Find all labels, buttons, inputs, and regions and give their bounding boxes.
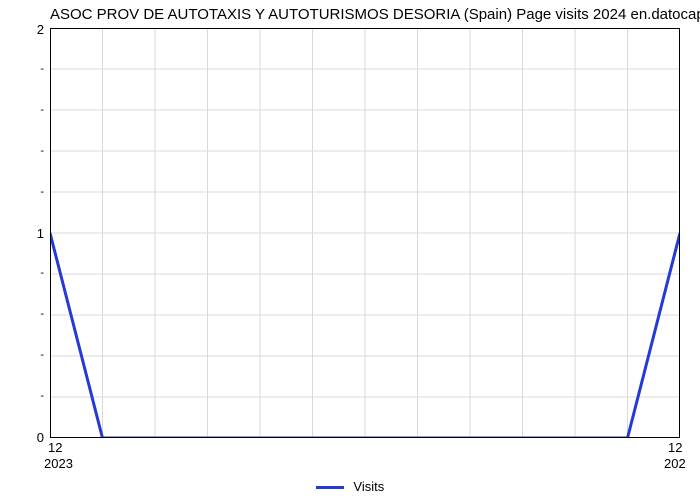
y-minor-tick: - [4, 104, 44, 116]
y-minor-tick: - [4, 267, 44, 279]
legend-swatch [316, 486, 344, 489]
chart-container: ASOC PROV DE AUTOTAXIS Y AUTOTURISMOS DE… [0, 0, 700, 500]
y-axis-label-1: 1 [4, 226, 44, 241]
x-axis-label-right-month: 12 [668, 440, 682, 455]
chart-title: ASOC PROV DE AUTOTAXIS Y AUTOTURISMOS DE… [50, 6, 690, 23]
x-axis-label-right-year: 202 [664, 456, 686, 471]
y-minor-tick: - [4, 390, 44, 402]
y-axis-label-2: 2 [4, 22, 44, 37]
y-axis-label-0: 0 [4, 430, 44, 445]
plot-area [50, 28, 680, 438]
x-axis-label-left-month: 12 [48, 440, 62, 455]
y-minor-tick: - [4, 63, 44, 75]
legend: Visits [0, 479, 700, 494]
y-minor-tick: - [4, 186, 44, 198]
y-minor-tick: - [4, 308, 44, 320]
y-minor-tick: - [4, 145, 44, 157]
legend-label: Visits [353, 479, 384, 494]
plot-svg [50, 28, 680, 438]
x-axis-label-left-year: 2023 [44, 456, 73, 471]
y-minor-tick: - [4, 349, 44, 361]
